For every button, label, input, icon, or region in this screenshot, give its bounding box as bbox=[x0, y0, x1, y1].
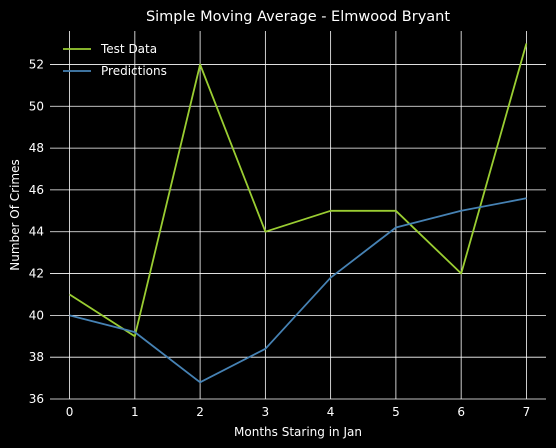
x-tick-labels: 0 1 2 3 4 5 6 7 bbox=[66, 405, 530, 419]
series-line-predictions bbox=[69, 197, 527, 384]
x-tick-label: 1 bbox=[131, 405, 139, 419]
series-lines bbox=[69, 43, 528, 384]
legend-label: Test Data bbox=[100, 42, 157, 56]
chart-title: Simple Moving Average - Elmwood Bryant bbox=[146, 9, 450, 25]
x-tick-label: 6 bbox=[457, 405, 465, 419]
y-axis-label: Number Of Crimes bbox=[8, 159, 22, 270]
series-line-test-data bbox=[69, 43, 528, 338]
y-tick-labels: 36 38 40 42 44 46 48 50 52 bbox=[29, 57, 44, 406]
x-tick-label: 3 bbox=[262, 405, 270, 419]
y-tick-label: 42 bbox=[29, 267, 44, 281]
y-tick-label: 40 bbox=[29, 308, 44, 322]
x-tick-label: 0 bbox=[66, 405, 74, 419]
x-axis-label: Months Staring in Jan bbox=[234, 425, 362, 439]
y-tick-label: 52 bbox=[29, 57, 44, 71]
y-tick-label: 36 bbox=[29, 392, 44, 406]
y-tick-label: 48 bbox=[29, 141, 44, 155]
x-tick-label: 7 bbox=[523, 405, 531, 419]
x-tick-label: 2 bbox=[196, 405, 204, 419]
y-tick-label: 38 bbox=[29, 350, 44, 364]
x-tick-label: 5 bbox=[392, 405, 400, 419]
legend-label: Predictions bbox=[101, 64, 167, 78]
y-tick-label: 46 bbox=[29, 183, 44, 197]
grid-lines bbox=[50, 31, 546, 400]
legend: Test Data Predictions bbox=[63, 42, 167, 78]
x-tick-label: 4 bbox=[327, 405, 335, 419]
y-tick-label: 44 bbox=[29, 225, 44, 239]
y-tick-label: 50 bbox=[29, 99, 44, 113]
